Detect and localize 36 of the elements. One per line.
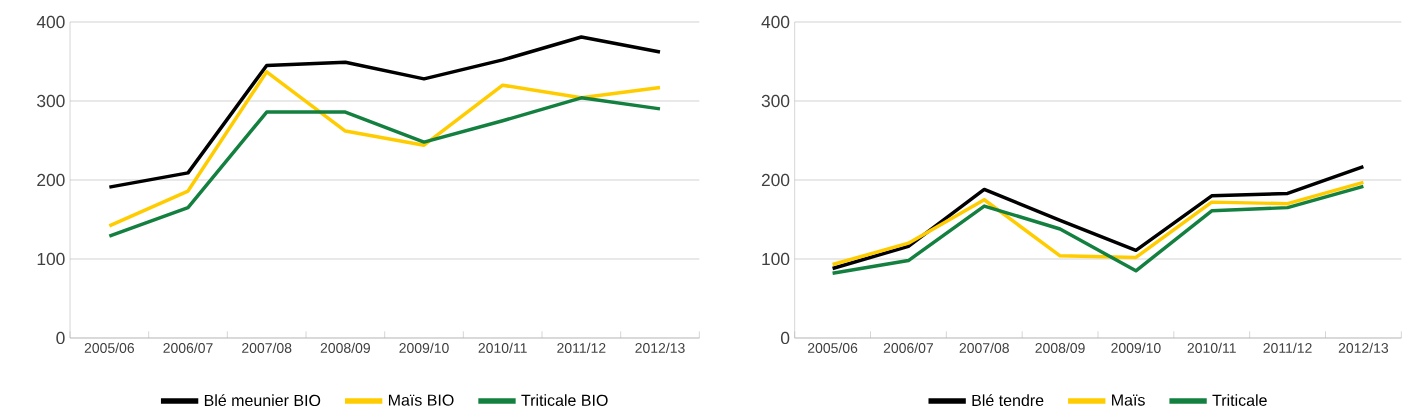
y-tick-label: 200 — [37, 173, 65, 187]
x-tick-label: 2009/10 — [1111, 342, 1161, 353]
y-tick-label: 0 — [56, 331, 65, 345]
y-tick-label: 100 — [37, 252, 65, 266]
x-tick-label: 2011/12 — [557, 342, 606, 353]
y-tick-label: 100 — [762, 252, 790, 266]
x-tick-label: 2009/10 — [399, 342, 449, 353]
y-tick-label: 300 — [761, 94, 790, 108]
x-tick-label: 2006/07 — [883, 342, 933, 353]
legend-label: Triticale BIO — [521, 394, 608, 406]
y-tick-label: 200 — [761, 173, 790, 187]
y-tick-label: 300 — [37, 94, 65, 108]
legend-label: Blé meunier BIO — [204, 394, 321, 407]
x-tick-label: 2010/11 — [1187, 342, 1236, 353]
x-tick-label: 2006/07 — [163, 342, 213, 353]
y-tick-label: 0 — [780, 331, 790, 345]
x-tick-label: 2012/13 — [635, 342, 685, 353]
x-tick-label: 2010/11 — [478, 342, 527, 353]
legend-label: Maïs — [1112, 394, 1145, 406]
line-series — [107, 70, 662, 228]
x-tick-label: 2011/12 — [1263, 342, 1312, 353]
legend-label: Blé tendre — [972, 394, 1044, 407]
x-tick-label: 2008/09 — [1035, 342, 1085, 353]
y-tick-label: 400 — [761, 15, 790, 29]
line-series — [107, 35, 662, 189]
line-series — [107, 96, 662, 238]
line-series — [830, 164, 1366, 271]
x-tick-label: 2008/09 — [320, 342, 370, 353]
x-tick-label: 2007/08 — [242, 342, 292, 353]
legend-label: Maïs BIO — [388, 394, 454, 406]
x-tick-label: 2005/06 — [807, 342, 858, 353]
legend-label: Triticale — [1212, 394, 1267, 406]
x-tick-label: 2012/13 — [1338, 342, 1389, 353]
x-tick-label: 2007/08 — [959, 342, 1009, 353]
x-tick-label: 2005/06 — [84, 342, 135, 353]
y-tick-label: 400 — [36, 15, 65, 29]
